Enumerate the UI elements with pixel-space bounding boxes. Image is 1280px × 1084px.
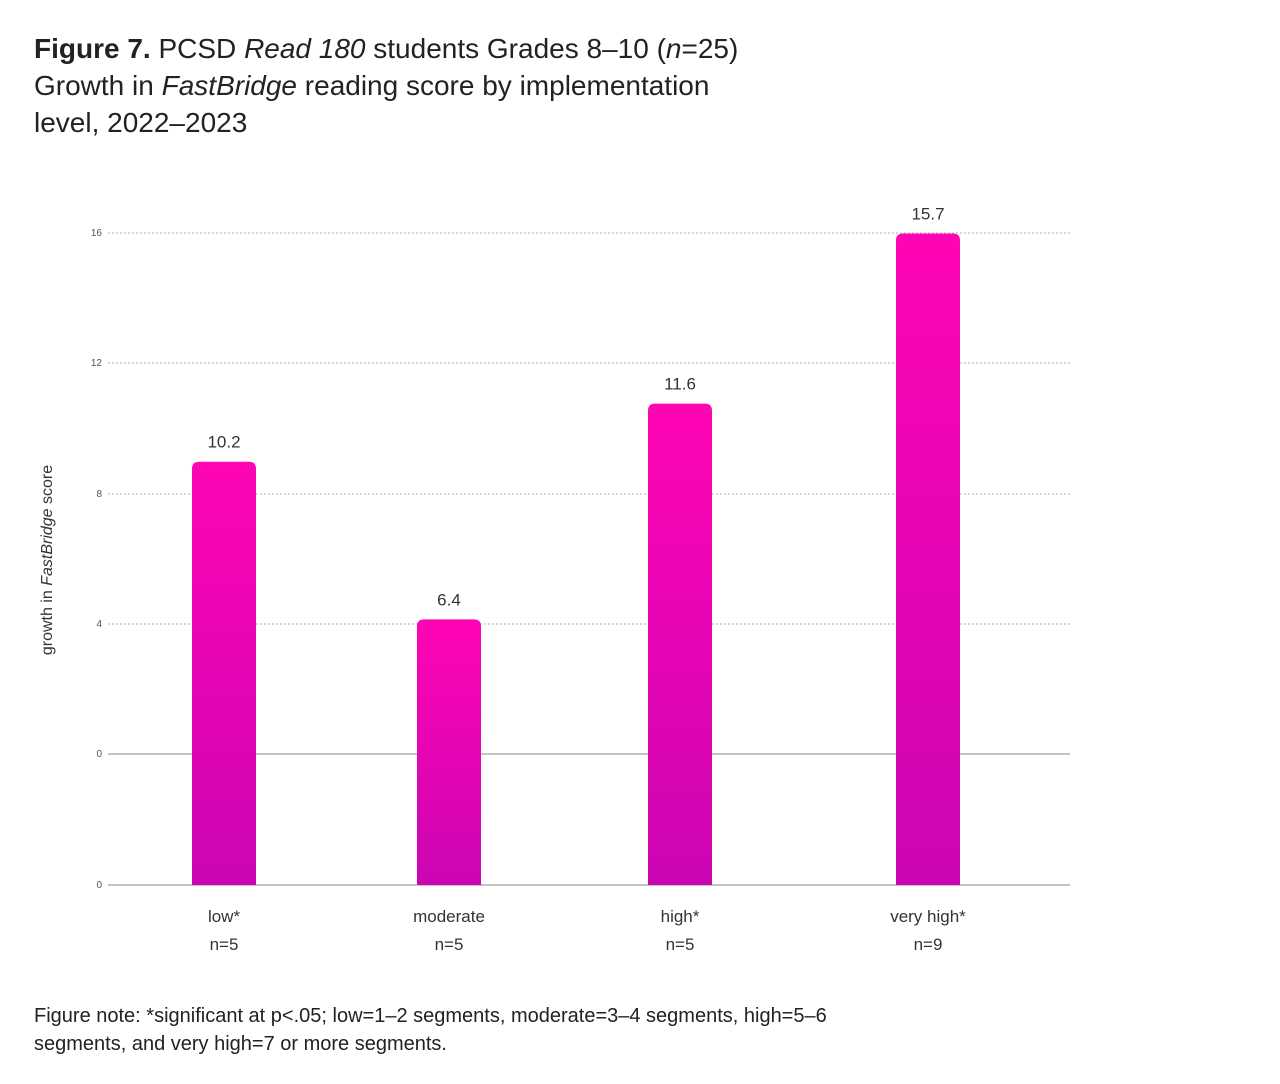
- y-tick-label: 0: [96, 749, 102, 760]
- x-category-label: moderate: [413, 907, 485, 926]
- figure-note-line-2: segments, and very high=7 or more segmen…: [34, 1033, 447, 1055]
- title-text: reading score by implementation: [297, 70, 710, 101]
- figure-label: Figure 7.: [34, 33, 151, 64]
- x-category-n-label: n=9: [914, 935, 943, 954]
- value-label-background: [902, 199, 954, 226]
- bar-value-label: 10.2: [207, 433, 240, 452]
- bar-value-label: 15.7: [911, 204, 944, 223]
- figure-title-line-1: Figure 7. PCSD Read 180 students Grades …: [34, 30, 854, 67]
- title-n: n: [665, 33, 682, 64]
- x-category-label: high*: [661, 907, 700, 926]
- x-category-n-label: n=5: [210, 935, 239, 954]
- bar-value-label: 6.4: [437, 590, 461, 609]
- bar: [417, 619, 481, 885]
- bar: [896, 233, 960, 885]
- bars: [192, 233, 960, 885]
- y-axis-title: growth in FastBridge score: [39, 465, 56, 655]
- x-category-n-label: n=5: [435, 935, 464, 954]
- figure-note: Figure note: *significant at p<.05; low=…: [34, 1002, 974, 1058]
- figure-title-line-2: Growth in FastBridge reading score by im…: [34, 67, 854, 104]
- x-category-label: very high*: [890, 907, 966, 926]
- title-program-name: Read 180: [244, 33, 366, 64]
- y-tick-label: 8: [96, 489, 102, 500]
- x-category-n-label: n=5: [666, 935, 695, 954]
- title-text: students Grades 8–10 (: [365, 33, 666, 64]
- y-tick-label: 16: [91, 228, 103, 239]
- labels: 16 12 8 4 0 0 10.2 low* n=5 6.4 moderate n=5 11.6 hig…: [91, 199, 966, 954]
- value-label-background: [654, 369, 706, 396]
- figure-note-line-1: Figure note: *significant at p<.05; low=…: [34, 1005, 827, 1027]
- bar-value-label: 11.6: [664, 375, 696, 394]
- title-text: Growth in: [34, 70, 162, 101]
- y-tick-label: 4: [96, 619, 102, 630]
- title-text: PCSD: [158, 33, 245, 64]
- title-assessment-name: FastBridge: [161, 70, 298, 101]
- title-text: =25): [681, 33, 739, 64]
- y-tick-label: 12: [91, 358, 103, 369]
- value-label-background: [198, 427, 250, 454]
- value-label-background: [423, 585, 475, 612]
- figure-title-line-3: level, 2022–2023: [34, 107, 248, 138]
- figure-title: Figure 7. PCSD Read 180 students Grades …: [34, 30, 854, 141]
- bar-chart: 16 12 8 4 0 0 10.2 low* n=5 6.4 moderate n=5 11.6 hig…: [39, 199, 1070, 954]
- bar: [648, 403, 712, 885]
- y-tick-label: 0: [96, 880, 102, 891]
- x-category-label: low*: [208, 907, 241, 926]
- bar: [192, 461, 256, 885]
